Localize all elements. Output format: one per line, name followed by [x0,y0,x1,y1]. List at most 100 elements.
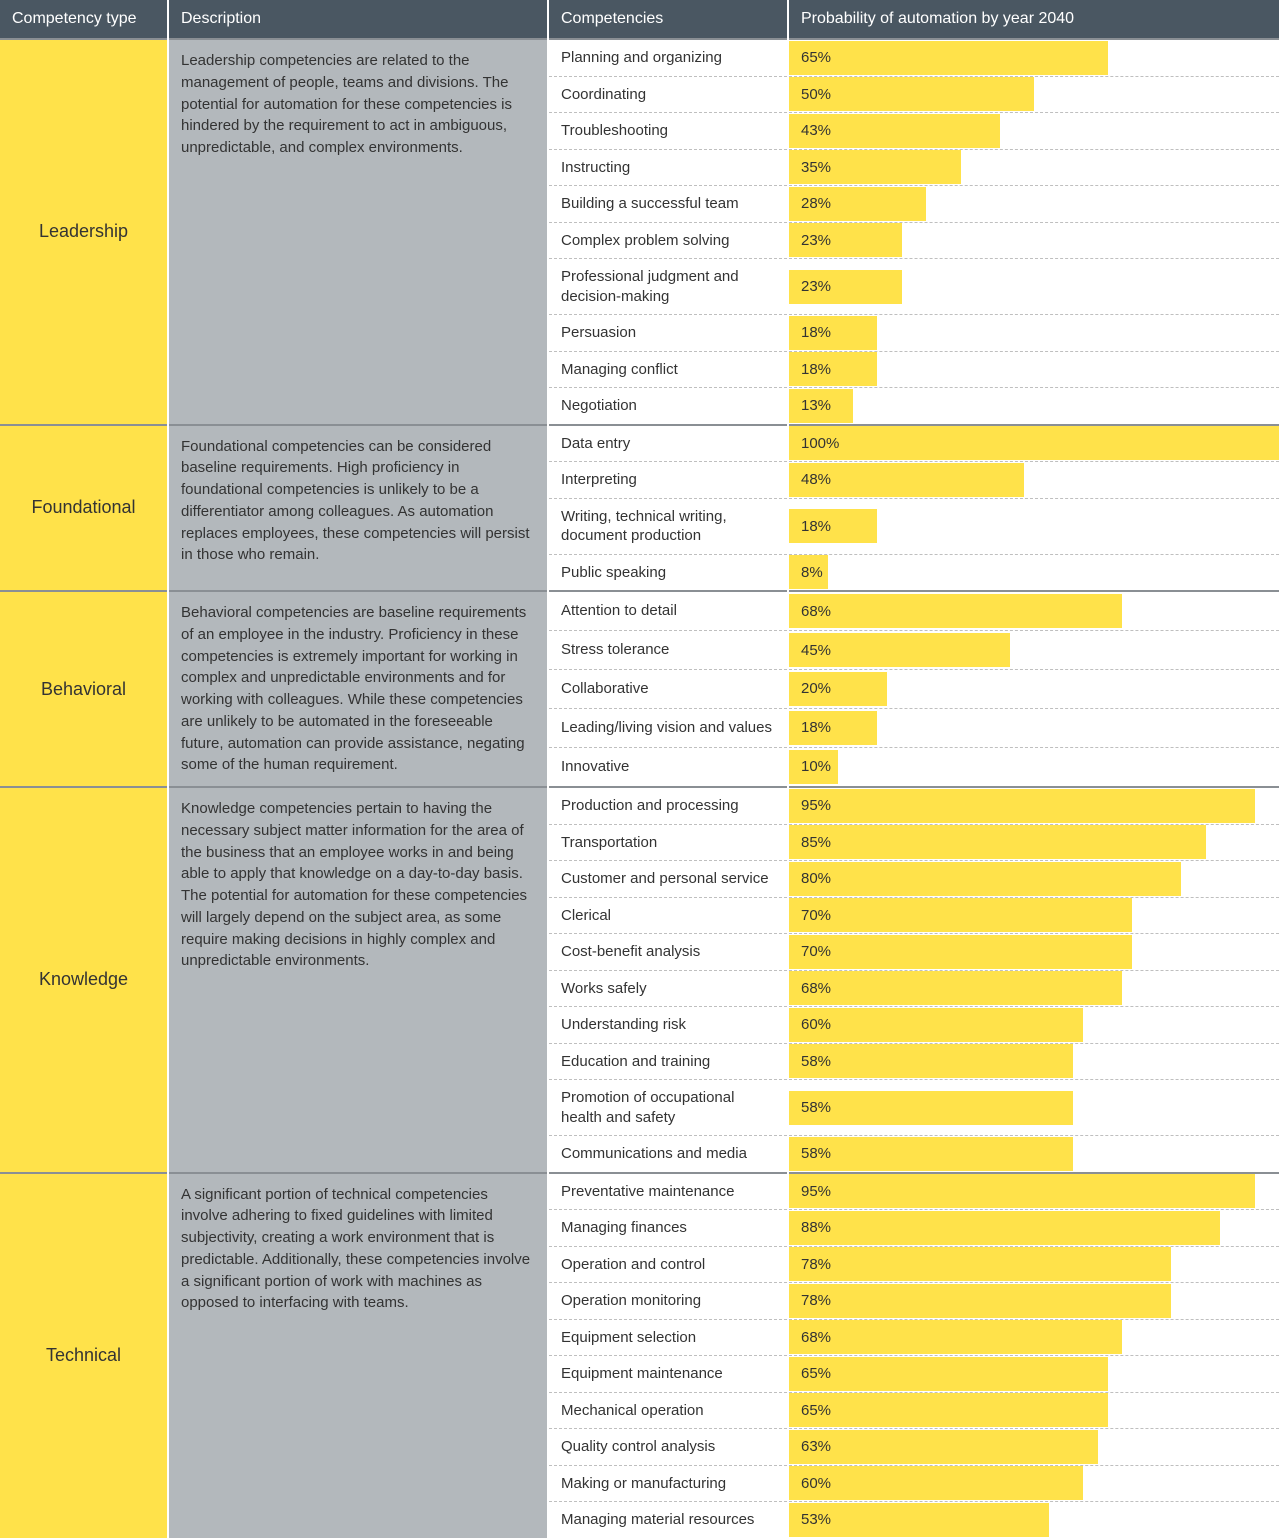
bar-wrap: 43% [789,114,1279,148]
bar-percent-label: 58% [789,1099,831,1116]
competency-type-cell: Leadership [0,39,168,425]
competency-label-cell: Leading/living vision and values [548,708,788,747]
bar-wrap: 78% [789,1284,1279,1318]
bar-wrap: 18% [789,316,1279,350]
bar-percent-label: 60% [789,1475,831,1492]
probability-bar-cell: 68% [788,591,1279,631]
bar-wrap: 18% [789,352,1279,386]
competency-label-cell: Building a successful team [548,186,788,223]
bar-fill [789,1008,1083,1042]
bar-wrap: 53% [789,1503,1279,1537]
competency-label-cell: Cost-benefit analysis [548,934,788,971]
competency-label-cell: Managing finances [548,1210,788,1247]
probability-bar-cell: 13% [788,388,1279,425]
probability-bar-cell: 45% [788,631,1279,670]
probability-bar-cell: 78% [788,1246,1279,1283]
header-competency-type: Competency type [0,0,168,39]
bar-percent-label: 18% [789,719,831,736]
header-probability: Probability of automation by year 2040 [788,0,1279,39]
bar-wrap: 23% [789,270,1279,304]
bar-wrap: 13% [789,389,1279,423]
bar-percent-label: 68% [789,980,831,997]
competency-label-cell: Operation and control [548,1246,788,1283]
probability-bar-cell: 18% [788,315,1279,352]
bar-fill [789,1174,1255,1208]
probability-bar-cell: 80% [788,861,1279,898]
bar-wrap: 85% [789,825,1279,859]
probability-bar-cell: 18% [788,351,1279,388]
competency-type-cell: Knowledge [0,787,168,1173]
competency-label-cell: Innovative [548,747,788,787]
competency-label-cell: Customer and personal service [548,861,788,898]
competency-label-cell: Mechanical operation [548,1392,788,1429]
competency-label-cell: Quality control analysis [548,1429,788,1466]
bar-wrap: 8% [789,555,1279,589]
bar-percent-label: 95% [789,797,831,814]
table-row: FoundationalFoundational competencies ca… [0,425,1279,462]
competency-type-cell: Foundational [0,425,168,592]
bar-wrap: 80% [789,862,1279,896]
probability-bar-cell: 35% [788,149,1279,186]
bar-wrap: 35% [789,150,1279,184]
bar-percent-label: 20% [789,680,831,697]
competency-description-cell: A significant portion of technical compe… [168,1173,548,1538]
competency-label-cell: Equipment selection [548,1319,788,1356]
probability-bar-cell: 78% [788,1283,1279,1320]
probability-bar-cell: 68% [788,1319,1279,1356]
competency-label-cell: Collaborative [548,670,788,709]
competency-label-cell: Writing, technical writing, document pro… [548,498,788,554]
probability-bar-cell: 53% [788,1502,1279,1538]
bar-fill [789,1247,1171,1281]
probability-bar-cell: 100% [788,425,1279,462]
bar-percent-label: 68% [789,1329,831,1346]
probability-bar-cell: 58% [788,1080,1279,1136]
bar-percent-label: 23% [789,232,831,249]
bar-percent-label: 63% [789,1438,831,1455]
probability-bar-cell: 8% [788,554,1279,591]
bar-wrap: 20% [789,672,1279,706]
bar-percent-label: 58% [789,1145,831,1162]
bar-wrap: 23% [789,223,1279,257]
competency-label-cell: Negotiation [548,388,788,425]
bar-wrap: 68% [789,971,1279,1005]
probability-bar-cell: 65% [788,1392,1279,1429]
probability-bar-cell: 18% [788,498,1279,554]
competency-label-cell: Making or manufacturing [548,1465,788,1502]
competency-label-cell: Understanding risk [548,1007,788,1044]
bar-wrap: 18% [789,711,1279,745]
competency-label-cell: Professional judgment and decision-makin… [548,259,788,315]
competency-label-cell: Communications and media [548,1136,788,1173]
bar-wrap: 18% [789,509,1279,543]
probability-bar-cell: 65% [788,39,1279,76]
bar-wrap: 58% [789,1091,1279,1125]
bar-fill [789,1091,1073,1125]
bar-wrap: 100% [789,426,1279,460]
bar-percent-label: 78% [789,1292,831,1309]
competency-label-cell: Preventative maintenance [548,1173,788,1210]
probability-bar-cell: 95% [788,1173,1279,1210]
table-body: LeadershipLeadership competencies are re… [0,39,1279,1538]
bar-percent-label: 43% [789,122,831,139]
bar-percent-label: 85% [789,834,831,851]
bar-percent-label: 28% [789,195,831,212]
bar-percent-label: 65% [789,49,831,66]
bar-percent-label: 18% [789,518,831,535]
probability-bar-cell: 48% [788,462,1279,499]
competency-label-cell: Stress tolerance [548,631,788,670]
bar-wrap: 10% [789,750,1279,784]
bar-fill [789,1320,1122,1354]
bar-wrap: 58% [789,1044,1279,1078]
bar-wrap: 58% [789,1137,1279,1171]
competency-label-cell: Complex problem solving [548,222,788,259]
bar-percent-label: 53% [789,1511,831,1528]
header-description: Description [168,0,548,39]
bar-wrap: 65% [789,41,1279,75]
bar-wrap: 63% [789,1430,1279,1464]
competency-label-cell: Promotion of occupational health and saf… [548,1080,788,1136]
bar-percent-label: 50% [789,86,831,103]
bar-percent-label: 10% [789,758,831,775]
competency-description-cell: Foundational competencies can be conside… [168,425,548,592]
probability-bar-cell: 95% [788,787,1279,824]
bar-percent-label: 58% [789,1053,831,1070]
bar-percent-label: 65% [789,1365,831,1382]
